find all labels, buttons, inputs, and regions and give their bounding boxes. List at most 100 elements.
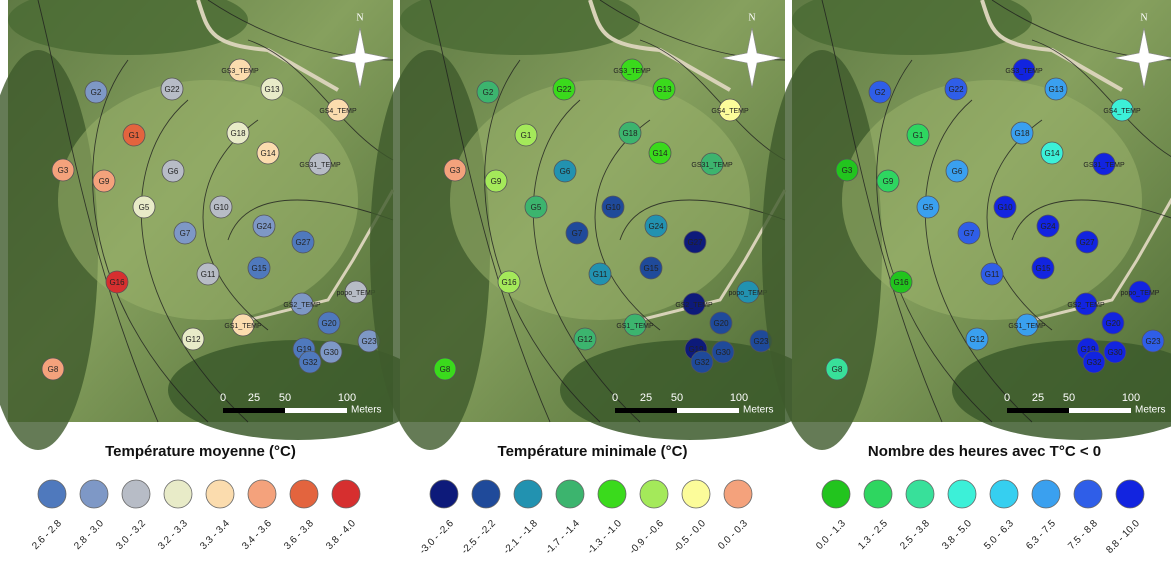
legend-swatch [471,479,501,509]
site-label: G1 [913,131,924,140]
legend-label: -1.3 - -1.0 [586,518,625,557]
site-marker [514,123,538,147]
site-label: G24 [1040,222,1056,231]
legend-swatch [331,479,361,509]
site-label: GS2_TEMP [283,302,321,309]
site-marker [565,221,589,245]
site-marker [161,159,185,183]
north-label: N [1140,12,1147,23]
site-label: GS31_TEMP [299,162,341,169]
site-label: G14 [652,149,668,158]
site-label: G10 [605,203,621,212]
site-marker [524,195,548,219]
scale-tick-label: 50 [671,392,683,404]
legend-swatch [597,479,627,509]
forest [762,50,882,450]
site-label: G19 [296,345,312,354]
site-label: G30 [1107,348,1123,357]
site-marker [1101,311,1125,335]
legend-label: 0.0 - 0.3 [716,518,750,552]
site-label: G8 [440,365,451,374]
legend-label: -0.9 - -0.6 [628,518,667,557]
site-marker [1128,280,1152,304]
site-label: G12 [969,335,985,344]
legend-swatch [79,479,109,509]
site-marker [980,262,1004,286]
site-label: G13 [264,85,280,94]
site-marker [868,80,892,104]
site-marker [51,158,75,182]
site-marker [260,77,284,101]
site-marker [247,256,271,280]
legend-swatch [947,479,977,509]
site-label: GS31_TEMP [691,162,733,169]
site-label: G15 [1035,264,1051,273]
forest [8,0,248,55]
site-marker [231,313,255,337]
site-marker [1036,214,1060,238]
site-label: G2 [483,88,494,97]
site-marker [623,313,647,337]
site-label: G15 [251,264,267,273]
site-marker [41,357,65,381]
legend-swatch [247,479,277,509]
scale-black [1007,408,1069,413]
site-marker [889,270,913,294]
scale-unit: Meters [351,405,382,416]
site-label: G7 [180,229,191,238]
site-marker [173,221,197,245]
contour-line [1011,199,1171,241]
site-marker [209,195,233,219]
site-label: G10 [213,203,229,212]
site-label: popo_TEMP [1121,290,1160,297]
site-marker [711,340,735,364]
site-label: G2 [91,88,102,97]
scale-tick-label: 0 [220,392,226,404]
legend-label: 1.3 - 2.5 [856,518,890,552]
legend-swatch [723,479,753,509]
site-marker [648,141,672,165]
site-marker [1082,350,1106,374]
site-label: G22 [948,85,964,94]
site-marker [256,141,280,165]
site-marker [835,158,859,182]
arrow-star [329,27,391,89]
legend-swatch [37,479,67,509]
site-marker [105,270,129,294]
site-label: G22 [164,85,180,94]
site-marker [957,221,981,245]
scale-tick-label: 25 [248,392,260,404]
site-marker [620,58,644,82]
scale-tick-label: 0 [1004,392,1010,404]
site-marker [944,77,968,101]
legend-title: Nombre des heures avec T°C < 0 [868,443,1101,460]
legend-label: 3.2 - 3.3 [156,518,190,552]
site-label: GS1_TEMP [1008,323,1046,330]
legend-label: 2.8 - 3.0 [72,518,106,552]
site-marker [644,214,668,238]
site-label: G20 [713,319,729,328]
site-marker [84,80,108,104]
scale-tick-label: 100 [730,392,748,404]
site-marker [1031,256,1055,280]
site-label: GS2_TEMP [675,302,713,309]
site-label: G11 [593,270,608,279]
road [980,0,1123,92]
contour-line [484,59,601,423]
site-label: GS3_TEMP [1005,68,1043,75]
site-marker [319,340,343,364]
contour-line [92,59,209,423]
site-label: G32 [302,358,318,367]
site-marker [588,262,612,286]
site-marker [290,292,314,316]
site-label: G24 [256,222,272,231]
site-label: G30 [715,348,731,357]
contour-line [37,0,159,423]
legend-swatch [1073,479,1103,509]
site-label: G19 [1080,345,1096,354]
site-label: G16 [893,278,909,287]
contour-line [247,39,394,161]
